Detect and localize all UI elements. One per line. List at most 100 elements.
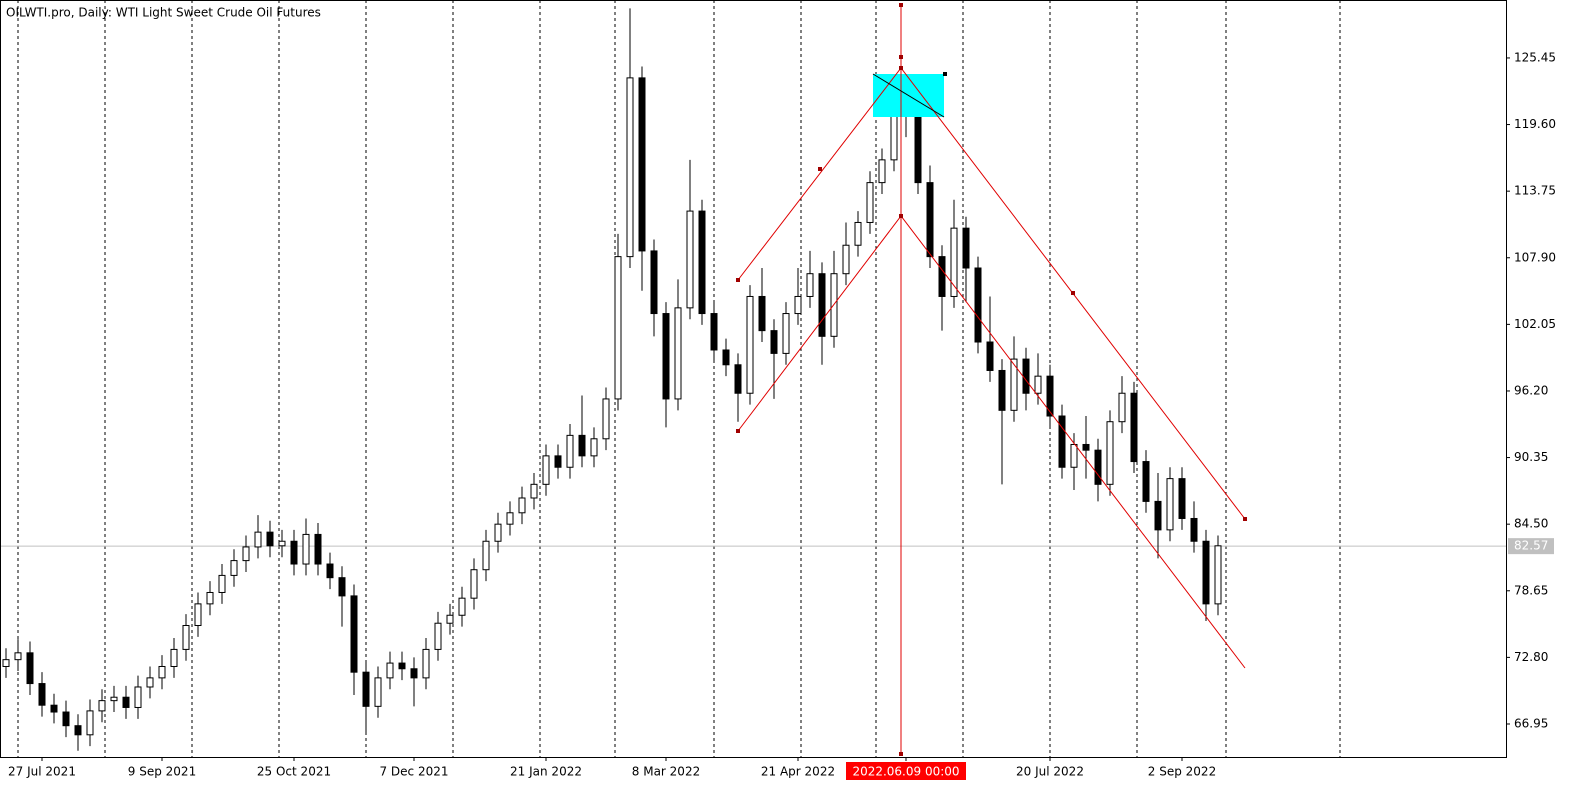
- candle-body: [386, 662, 394, 679]
- candle-body: [986, 341, 994, 371]
- candle-body: [110, 696, 118, 702]
- candle-body: [1082, 443, 1090, 451]
- candle-body: [842, 244, 850, 275]
- candle-body: [794, 295, 802, 315]
- y-tick-label: 125.45: [1514, 50, 1556, 64]
- candle-body: [218, 574, 226, 593]
- x-tick-label: 2 Sep 2022: [1148, 765, 1216, 779]
- candle-body: [26, 652, 34, 685]
- candle-body: [866, 182, 874, 223]
- candle-body: [578, 434, 586, 457]
- y-tick-label: 90.35: [1514, 450, 1548, 464]
- candle-body: [170, 648, 178, 667]
- anchor: [736, 278, 740, 282]
- x-tick-label: 21 Jan 2022: [510, 765, 582, 779]
- candle-body: [470, 569, 478, 599]
- last-price-label: 82.57: [1514, 539, 1548, 553]
- candle-body: [278, 540, 286, 547]
- y-tick-label: 66.95: [1514, 716, 1548, 730]
- anchor: [1243, 517, 1247, 521]
- x-tick-label: 7 Dec 2021: [379, 765, 448, 779]
- candle-body: [698, 210, 706, 315]
- candle-body: [710, 313, 718, 351]
- candle-body: [1154, 500, 1162, 531]
- candle-body: [1010, 358, 1018, 411]
- drawings: [736, 3, 1247, 756]
- candle-body: [554, 455, 562, 468]
- candle-body: [434, 622, 442, 650]
- chart-title: OILWTI.pro, Daily: WTI Light Sweet Crude…: [6, 6, 321, 20]
- crosshair-time-label: 2022.06.09 00:00: [852, 765, 959, 779]
- rectangle-diagonal: [872, 73, 945, 118]
- candle-body: [914, 108, 922, 184]
- anchor: [899, 752, 903, 756]
- candle-body: [242, 546, 250, 562]
- candle-body: [158, 665, 166, 679]
- candle-body: [770, 330, 778, 354]
- candle-body: [374, 677, 382, 707]
- candle-body: [530, 483, 538, 499]
- candle-body: [938, 256, 946, 297]
- x-tick-label: 20 Jul 2022: [1016, 765, 1084, 779]
- y-tick-label: 107.90: [1514, 250, 1556, 264]
- candle-body: [422, 648, 430, 679]
- candle-body: [1106, 421, 1114, 485]
- candle-body: [122, 696, 130, 708]
- candle-body: [86, 710, 94, 736]
- candle-body: [758, 295, 766, 332]
- candle-body: [662, 313, 670, 400]
- candle-body: [266, 531, 274, 547]
- candle-body: [626, 77, 634, 258]
- anchor: [736, 429, 740, 433]
- anchor: [899, 55, 903, 59]
- last-price-box: [1508, 538, 1554, 555]
- candle-body: [782, 313, 790, 354]
- candle-body: [1118, 392, 1126, 423]
- y-tick-label: 102.05: [1514, 317, 1556, 331]
- candle-body: [1190, 517, 1198, 542]
- x-tick-label: 25 Oct 2021: [257, 765, 331, 779]
- candle-body: [518, 497, 526, 514]
- x-tick-label: 27 Jul 2021: [8, 765, 76, 779]
- anchor-points: [736, 3, 1247, 756]
- anchor: [899, 3, 903, 7]
- anchor: [818, 167, 822, 171]
- candle-body: [1094, 449, 1102, 485]
- candle-body: [722, 349, 730, 366]
- candle-body: [674, 307, 682, 400]
- candle-body: [38, 683, 46, 706]
- candle-body: [338, 577, 346, 597]
- candle-body: [926, 182, 934, 258]
- candle-body: [854, 221, 862, 246]
- candle-body: [878, 159, 886, 184]
- candle-body: [458, 597, 466, 616]
- candle-body: [206, 591, 214, 605]
- candle-body: [74, 725, 82, 736]
- plot: [0, 8, 1506, 751]
- candle-body: [998, 369, 1006, 411]
- crosshair-time-box: [846, 762, 966, 780]
- candle-body: [890, 113, 898, 161]
- candle-body: [146, 677, 154, 688]
- candle-body: [614, 256, 622, 400]
- x-tick-label: 8 Mar 2022: [632, 765, 700, 779]
- candle-body: [50, 704, 58, 713]
- candle-body: [566, 434, 574, 468]
- candle-body: [602, 398, 610, 440]
- candle-body: [362, 671, 370, 707]
- x-tick-label: 9 Sep 2021: [128, 765, 196, 779]
- candle-body: [1058, 415, 1066, 468]
- x-tick-label: 21 Apr 2022: [761, 765, 835, 779]
- y-tick-label: 78.65: [1514, 583, 1548, 597]
- candle-body: [590, 438, 598, 457]
- candle-body: [1214, 545, 1222, 605]
- y-tick-label: 84.50: [1514, 517, 1548, 531]
- candle-body: [806, 273, 814, 297]
- candle-body: [326, 563, 334, 579]
- candle-body: [686, 210, 694, 309]
- candle-body: [506, 512, 514, 525]
- candle-body: [1202, 540, 1210, 605]
- candle-body: [962, 227, 970, 269]
